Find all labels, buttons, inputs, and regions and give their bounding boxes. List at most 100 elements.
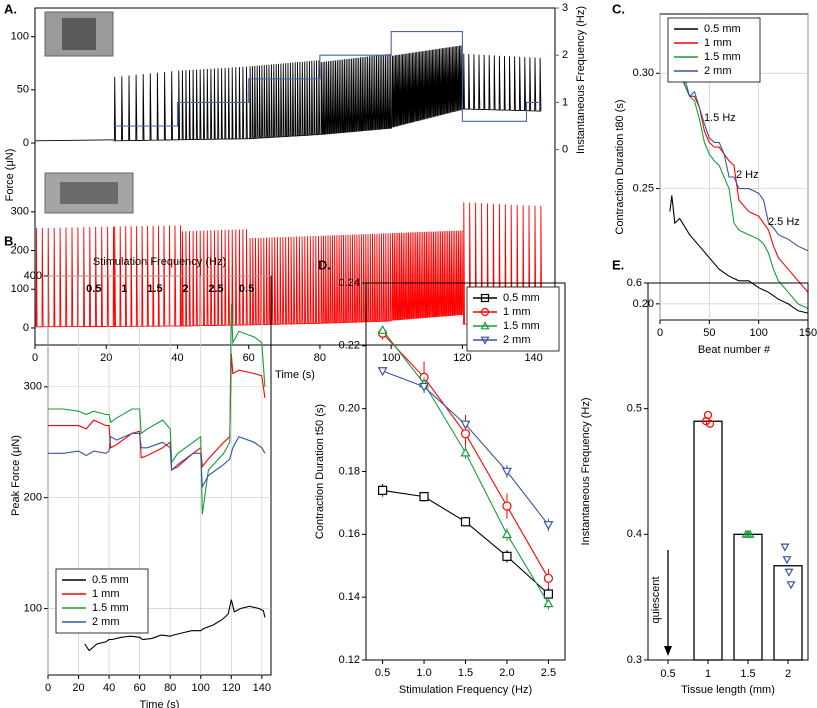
x-tick-label: 80 xyxy=(164,682,176,694)
x-tick-label: 0.5 xyxy=(375,667,390,679)
x-axis-label: Beat number # xyxy=(698,344,771,356)
marker xyxy=(543,589,554,599)
x-tick-label: 2 xyxy=(785,668,791,680)
x-tick-label: 0 xyxy=(45,682,51,694)
y-tick-label: 100 xyxy=(11,31,29,43)
period-label: 2.5 xyxy=(208,283,223,295)
legend-label: 1.5 mm xyxy=(92,602,129,614)
force-trace xyxy=(34,139,114,142)
annotation: 2 Hz xyxy=(736,169,759,181)
panel-label: E. xyxy=(612,257,624,272)
x-tick-label: 2.0 xyxy=(499,667,514,679)
marker xyxy=(780,543,790,552)
x-tick-label: 100 xyxy=(192,682,210,694)
marker xyxy=(501,467,512,477)
marker xyxy=(502,551,512,561)
chart-title: Stimulation Frequency (Hz) xyxy=(93,256,226,268)
tissue-photo-detail xyxy=(62,18,96,50)
panel-label: A. xyxy=(4,1,17,16)
panel-label: D. xyxy=(318,257,331,272)
marker xyxy=(460,517,471,527)
series-line xyxy=(382,329,549,604)
y-tick-label: 300 xyxy=(24,381,42,393)
panel-a-frame xyxy=(34,7,556,346)
force-trace xyxy=(181,229,249,327)
series-line xyxy=(48,432,266,489)
x-tick-label: 1.5 xyxy=(740,668,755,680)
y-tick-label: 300 xyxy=(11,206,29,218)
marker xyxy=(543,521,554,531)
arrow-head xyxy=(664,646,672,656)
y-tick-label: 0.18 xyxy=(339,465,360,477)
y-tick-label: 0.16 xyxy=(339,528,360,540)
force-trace xyxy=(113,71,178,142)
x-tick-label: 1.5 xyxy=(458,667,473,679)
x-axis-label: Tissue length (mm) xyxy=(681,684,775,696)
x-tick-label: 2.5 xyxy=(541,667,556,679)
x-tick-label: 60 xyxy=(134,682,146,694)
period-label: 1.5 xyxy=(147,283,162,295)
y-axis-label: Contraction Duration t80 (s) xyxy=(614,99,626,234)
y-tick-label: 0.6 xyxy=(627,277,642,289)
x-tick-label: 80 xyxy=(314,352,326,364)
marker xyxy=(460,429,471,439)
annotation: quiescent xyxy=(650,576,662,623)
marker xyxy=(480,293,490,303)
series-line xyxy=(669,48,809,252)
marker xyxy=(502,501,512,511)
bar xyxy=(693,420,723,661)
legend-label: 1 mm xyxy=(704,37,732,49)
panel-label: B. xyxy=(4,233,17,248)
y-tick-label: 0.14 xyxy=(339,591,360,603)
y-tick-label: 0.20 xyxy=(633,298,654,310)
marker xyxy=(377,485,388,495)
bar xyxy=(733,533,763,661)
y-tick-label: 0.25 xyxy=(633,182,654,194)
marker xyxy=(419,492,429,502)
series-line xyxy=(669,195,809,314)
x-axis-label: Stimulation Frequency (Hz) xyxy=(399,684,532,696)
y-tick-label: 200 xyxy=(11,244,29,256)
y-axis-label: Force (μN) xyxy=(4,149,16,202)
marker xyxy=(745,529,755,538)
x-tick-label: 0.5 xyxy=(660,668,675,680)
x-axis-label: Time (s) xyxy=(140,699,180,708)
y-tick-label: 0 xyxy=(23,322,29,334)
legend-label: 0.5 mm xyxy=(92,574,129,586)
marker xyxy=(480,321,490,330)
y-tick-label: 0.12 xyxy=(339,654,360,666)
y2-axis-label: Instantaneous Frequency (Hz) xyxy=(575,6,587,154)
marker xyxy=(480,307,490,317)
y-tick-label: 0.5 xyxy=(627,403,642,415)
marker xyxy=(705,419,715,428)
x-tick-label: 0 xyxy=(32,352,38,364)
y-tick-label: 400 xyxy=(24,270,42,282)
plot-frame xyxy=(647,282,809,661)
y-axis-label: Instantaneous Frequency (Hz) xyxy=(580,398,592,546)
series-line xyxy=(48,353,266,471)
y-tick-label: 50 xyxy=(17,84,29,96)
x-tick-label: 20 xyxy=(100,352,112,364)
marker xyxy=(543,573,554,583)
y-tick-label: 0.4 xyxy=(627,528,642,540)
legend-label: 0.5 mm xyxy=(503,292,540,304)
y2-tick-label: 3 xyxy=(562,2,568,14)
x-tick-label: 140 xyxy=(253,682,271,694)
x-tick-label: 100 xyxy=(382,352,400,364)
y-tick-label: 0.24 xyxy=(339,277,360,289)
x-tick-label: 40 xyxy=(103,682,115,694)
legend-label: 1.5 mm xyxy=(704,51,741,63)
marker xyxy=(786,581,796,590)
x-tick-label: 40 xyxy=(171,352,183,364)
y-tick-label: 100 xyxy=(11,283,29,295)
y-tick-label: 100 xyxy=(24,602,42,614)
x-tick-label: 120 xyxy=(222,682,240,694)
x-tick-label: 1 xyxy=(705,668,711,680)
x-axis-label: Time (s) xyxy=(275,369,315,381)
marker xyxy=(460,420,471,430)
y2-tick-label: 1 xyxy=(562,96,568,108)
y-axis-label: Contraction Duration t50 (s) xyxy=(314,404,326,539)
marker xyxy=(480,336,490,345)
marker xyxy=(543,598,554,608)
